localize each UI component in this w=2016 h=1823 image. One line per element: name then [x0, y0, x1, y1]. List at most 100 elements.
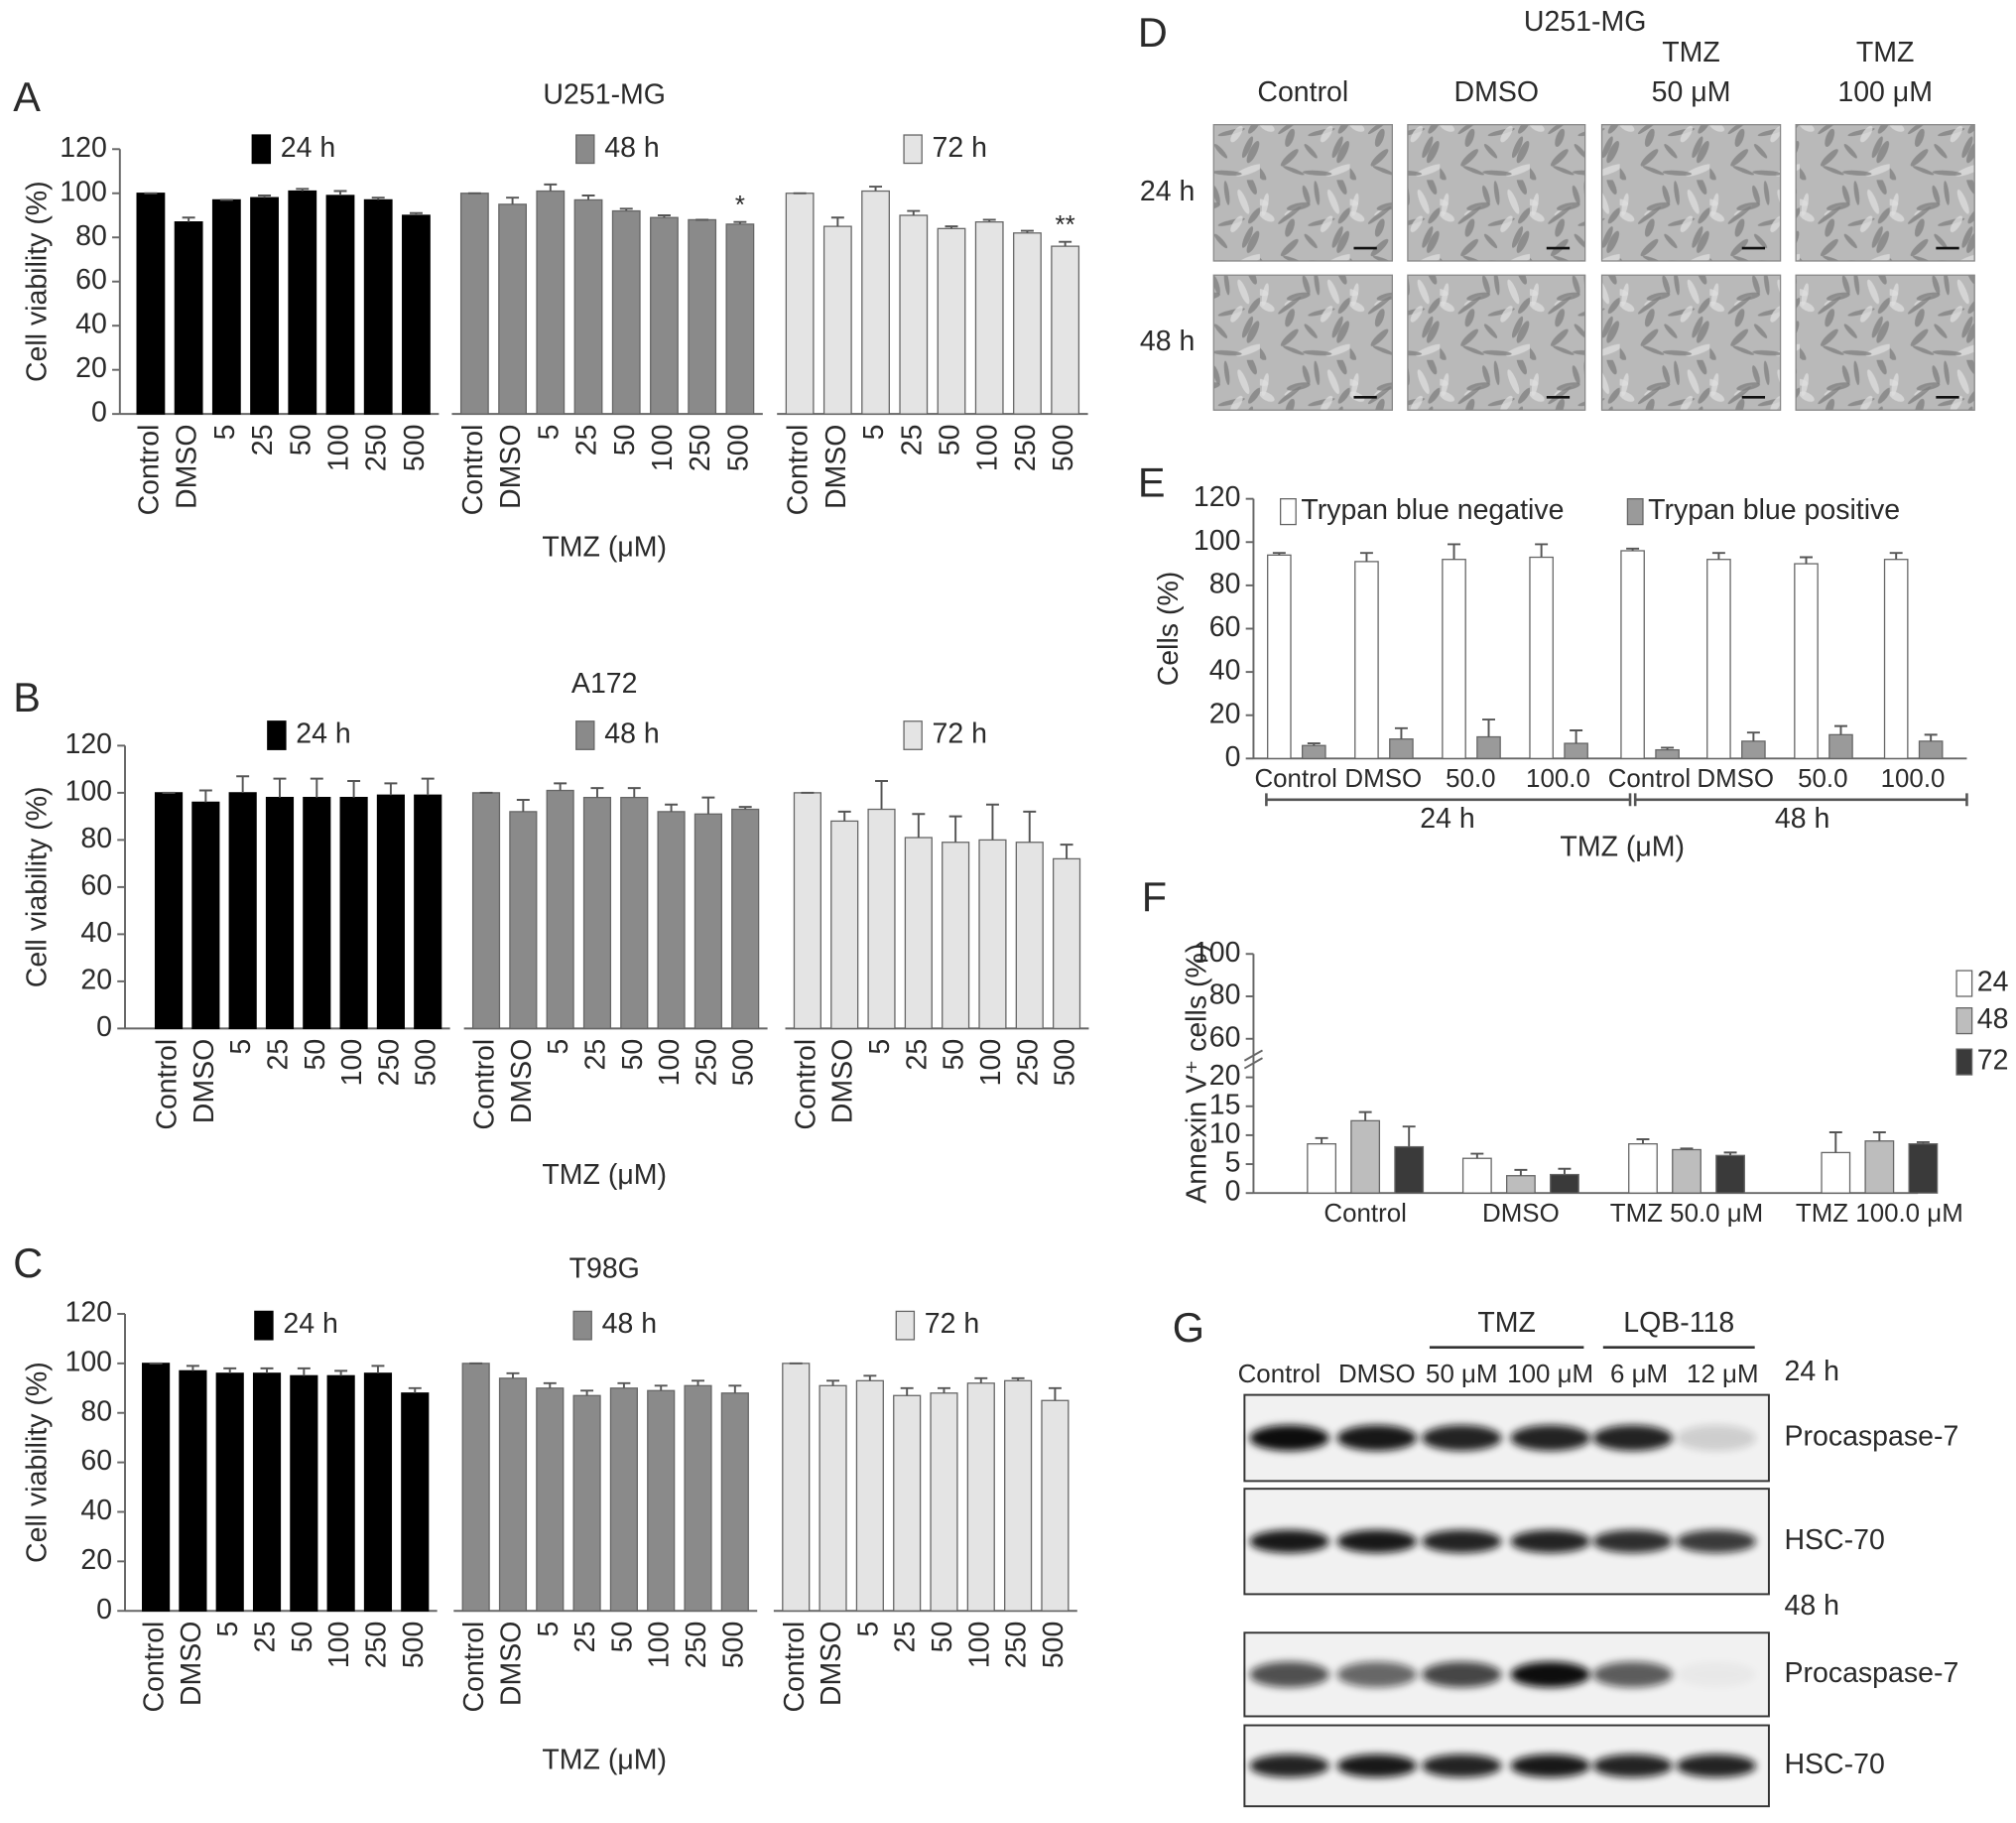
- x-tick-label: 5: [225, 1039, 257, 1055]
- chart-title: T98G: [569, 1252, 640, 1284]
- band: [1249, 1425, 1329, 1451]
- bar: [1706, 559, 1731, 759]
- error-bar: [590, 787, 604, 798]
- chart-title: A172: [571, 668, 638, 700]
- band: [1249, 1754, 1329, 1778]
- x-tick-label: 25: [571, 425, 603, 456]
- band: [1249, 1661, 1329, 1688]
- bar: [1461, 1157, 1492, 1194]
- bar: [1041, 1399, 1070, 1612]
- bar: [978, 839, 1007, 1030]
- bar: [620, 796, 649, 1030]
- x-tick-label: 50.0: [1446, 765, 1495, 793]
- x-tick-label: 100: [336, 1039, 368, 1087]
- bar: [1821, 1151, 1851, 1194]
- bar: [154, 792, 184, 1030]
- bar: [325, 195, 355, 415]
- band: [1510, 1529, 1590, 1553]
- error-bar: [875, 780, 889, 810]
- error-bar: [938, 1386, 950, 1393]
- bar: [582, 796, 612, 1030]
- error-bar: [1514, 1168, 1528, 1176]
- error-bar: [408, 1386, 422, 1393]
- error-bar: [1307, 742, 1321, 746]
- y-tick-label: 0: [91, 397, 107, 429]
- legend-label: 48 h: [1977, 1003, 2016, 1035]
- error-bar: [863, 1374, 877, 1381]
- x-tick-label: 25: [901, 1039, 933, 1071]
- x-tick-label: 5: [864, 1039, 896, 1055]
- error-bar: [258, 195, 272, 198]
- band: [1422, 1425, 1502, 1451]
- bar: [720, 1392, 749, 1612]
- bar: [250, 196, 279, 415]
- error-bar: [409, 211, 423, 215]
- x-tick-label: 250: [691, 1039, 722, 1087]
- error-bar: [738, 806, 752, 810]
- band: [1592, 1425, 1673, 1451]
- y-tick-label: 0: [1225, 741, 1241, 773]
- band: [1510, 1425, 1590, 1451]
- legend-label: 48 h: [602, 1308, 657, 1340]
- error-bar: [1924, 733, 1938, 741]
- x-tick-label: 100: [647, 425, 679, 472]
- error-bar: [297, 1367, 311, 1376]
- error-bar: [1020, 229, 1034, 233]
- error-bar: [543, 1381, 557, 1388]
- x-tick-label: 500: [399, 425, 431, 472]
- bar: [401, 1392, 430, 1612]
- protein-label: HSC-70: [1784, 1524, 1884, 1556]
- group-label: 24 h: [1420, 803, 1474, 835]
- x-tick-label: 500: [722, 425, 754, 472]
- error-bar: [1359, 552, 1373, 562]
- error-bar: [948, 815, 962, 843]
- bar: [785, 193, 815, 415]
- error-bar: [1060, 844, 1073, 859]
- band: [1336, 1754, 1417, 1778]
- error-bar: [1470, 1152, 1484, 1159]
- panel-letter: D: [1138, 9, 1168, 56]
- bar: [252, 1372, 282, 1612]
- x-tick-label: DMSO: [176, 1622, 207, 1707]
- error-bar: [580, 1389, 594, 1396]
- error-bar: [1570, 729, 1583, 744]
- bar: [1354, 561, 1379, 759]
- x-tick-label: Control: [1608, 765, 1691, 793]
- bar: [1628, 1143, 1658, 1194]
- bar: [867, 808, 896, 1030]
- micrograph-title: U251-MG: [1524, 6, 1647, 38]
- error-bar: [982, 218, 996, 222]
- legend-swatch: [903, 134, 923, 165]
- y-tick-label: 40: [1209, 655, 1241, 687]
- band: [1422, 1661, 1502, 1688]
- legend-label: 72 h: [925, 1308, 979, 1340]
- x-tick-label: Control: [133, 425, 165, 516]
- legend-label: Trypan blue positive: [1648, 494, 1900, 526]
- bar: [1864, 1140, 1895, 1194]
- lane-label: 12 μM: [1687, 1361, 1758, 1388]
- x-tick-label: Control: [790, 1039, 821, 1130]
- y-tick-label: 20: [1209, 1060, 1241, 1092]
- bar: [546, 789, 574, 1030]
- band: [1677, 1661, 1756, 1687]
- error-bar: [1059, 240, 1072, 247]
- bar: [861, 190, 890, 415]
- protein-label: HSC-70: [1784, 1749, 1884, 1780]
- error-bar: [581, 195, 595, 200]
- error-bar: [1661, 746, 1675, 750]
- protein-label: Procaspase-7: [1784, 1421, 1958, 1453]
- micrograph: [1600, 124, 1782, 262]
- x-tick-label: 50: [935, 425, 966, 456]
- x-tick-label: 5: [533, 1622, 565, 1637]
- y-tick-label: 0: [1225, 1176, 1241, 1208]
- error-bar: [945, 225, 958, 229]
- x-tick-label: 250: [360, 1622, 392, 1669]
- group-bracket: [1265, 793, 1632, 807]
- y-tick-label: 120: [60, 132, 107, 164]
- y-tick-label: 60: [80, 1445, 112, 1477]
- x-tick-label: Control: [152, 1039, 184, 1130]
- x-tick-label: 50: [287, 1622, 318, 1653]
- bar: [650, 216, 679, 415]
- error-bar: [1746, 731, 1760, 741]
- y-tick-label: 20: [80, 964, 112, 995]
